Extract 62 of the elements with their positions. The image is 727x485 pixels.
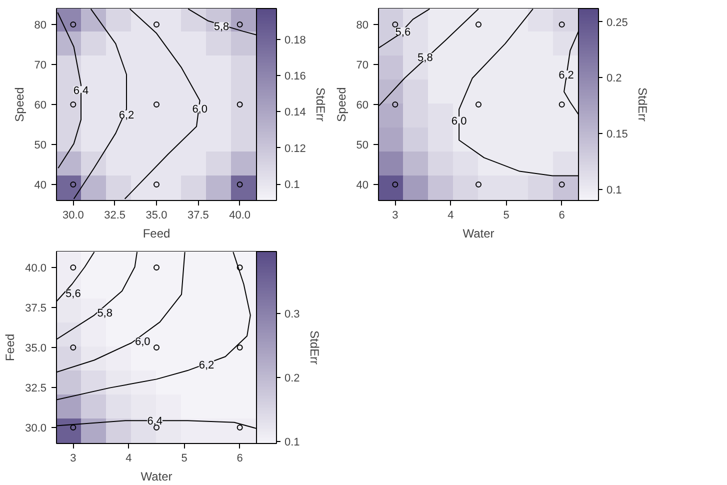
x-axis-title: Feed [142, 226, 170, 240]
annotation: 6,0 [451, 116, 467, 128]
color-bar-label: 0.2 [606, 72, 622, 85]
color-bar-label: 0.2 [284, 372, 300, 385]
color-bar-label: 0.15 [606, 128, 628, 141]
y-tick-label: 80 [356, 20, 369, 32]
x-tick-label: 5 [181, 452, 188, 464]
color-bar-title: StdErr [308, 330, 322, 365]
color-bar-title: StdErr [636, 87, 650, 122]
annotation: 6,2 [558, 70, 574, 82]
annotation: 6,0 [192, 104, 208, 116]
color-bar-label: 0.1 [284, 179, 300, 192]
x-tick-label: 3 [392, 210, 398, 222]
y-tick-label: 32.5 [25, 382, 47, 394]
color-bar-label: 0.3 [284, 308, 300, 321]
color-bar-title: StdErr [314, 87, 328, 122]
color-bar-label: 0.12 [284, 142, 306, 155]
x-tick-label: 4 [448, 210, 454, 222]
annotation: 6,2 [198, 359, 214, 372]
y-tick-label: 40.0 [25, 262, 47, 274]
x-tick-label: 30.0 [62, 210, 84, 222]
y-tick-label: 30.0 [25, 422, 47, 434]
x-tick-label: 32.5 [104, 210, 126, 222]
y-tick-label: 37.5 [25, 302, 47, 314]
y-tick-label: 50 [356, 140, 369, 152]
color-bar-label: 0.18 [284, 34, 306, 46]
color-bar-label: 0.16 [284, 70, 306, 83]
y-tick-label: 80 [34, 20, 47, 32]
annotation: 5,8 [418, 52, 433, 64]
x-tick-label: 40.0 [229, 210, 251, 222]
x-tick-label: 6 [236, 452, 243, 464]
y-axis-title: Speed [12, 87, 26, 122]
y-tick-label: 70 [356, 60, 369, 72]
annotation: 6,2 [118, 110, 134, 122]
x-tick-label: 5 [503, 210, 510, 222]
y-tick-label: 35.0 [25, 342, 47, 354]
x-tick-label: 37.5 [187, 210, 209, 222]
color-bar-label: 0.25 [606, 16, 628, 29]
x-tick-label: 6 [558, 210, 565, 222]
color-bar-label: 0.1 [606, 184, 622, 196]
y-tick-label: 60 [356, 100, 369, 112]
y-tick-label: 60 [34, 100, 47, 112]
y-axis-title: Speed [334, 87, 348, 122]
annotation: 6,4 [147, 416, 162, 428]
annotation: 5,6 [395, 26, 411, 38]
annotation: 6,4 [73, 85, 89, 98]
annotation: 6,0 [134, 336, 150, 348]
y-tick-label: 40 [356, 180, 369, 192]
x-tick-label: 3 [70, 452, 76, 464]
y-tick-label: 40 [34, 180, 47, 192]
color-bar-label: 0.14 [284, 106, 306, 119]
annotation: 5,8 [214, 21, 230, 34]
y-axis-title: Feed [3, 334, 18, 362]
y-tick-label: 70 [34, 60, 47, 72]
y-tick-label: 50 [34, 140, 47, 152]
x-tick-label: 35.0 [146, 210, 168, 222]
x-tick-label: 4 [126, 452, 132, 464]
color-bar-label: 0.1 [284, 436, 300, 449]
x-axis-title: Water [462, 226, 494, 240]
annotation: 5,8 [97, 307, 112, 320]
x-axis-title: Water [140, 470, 172, 484]
annotation: 5,6 [66, 288, 81, 300]
